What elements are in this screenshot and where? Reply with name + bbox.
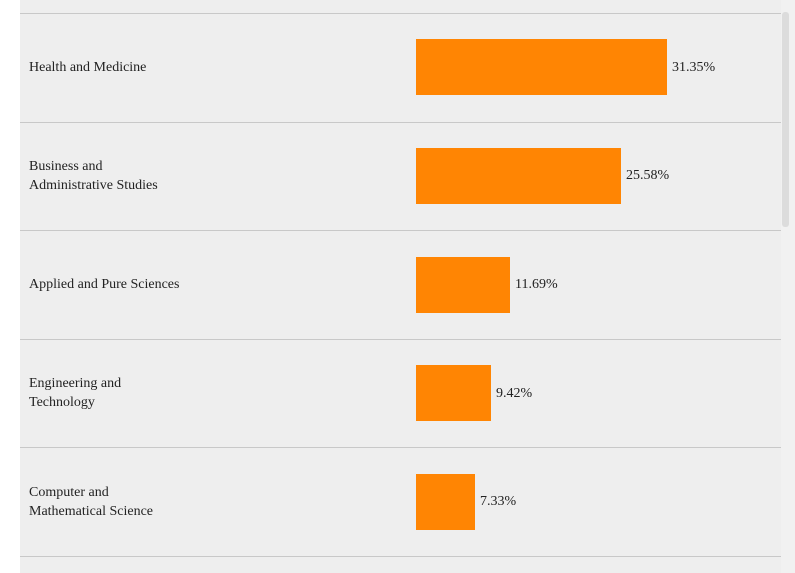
- bar: [416, 474, 475, 530]
- category-label: Business and Administrative Studies: [29, 159, 158, 193]
- bar: [416, 148, 621, 204]
- row-divider: [20, 447, 781, 448]
- bar-value-label: 25.58%: [626, 168, 670, 183]
- chart-panel: [20, 0, 781, 573]
- row-divider: [20, 556, 781, 557]
- category-label: Computer and Mathematical Science: [29, 485, 153, 519]
- bar: [416, 365, 491, 421]
- category-label: Applied and Pure Sciences: [29, 277, 180, 292]
- bar-value-label: 7.33%: [480, 494, 517, 509]
- row-divider: [20, 13, 781, 14]
- category-label: Engineering and Technology: [29, 376, 122, 410]
- bar: [416, 39, 667, 95]
- category-label: Health and Medicine: [29, 60, 147, 75]
- bar: [416, 257, 510, 313]
- bar-value-label: 31.35%: [672, 60, 716, 75]
- scrollbar-thumb[interactable]: [782, 12, 789, 227]
- row-divider: [20, 230, 781, 231]
- bar-value-label: 9.42%: [496, 386, 533, 401]
- bar-value-label: 11.69%: [515, 277, 558, 292]
- row-divider: [20, 339, 781, 340]
- row-divider: [20, 122, 781, 123]
